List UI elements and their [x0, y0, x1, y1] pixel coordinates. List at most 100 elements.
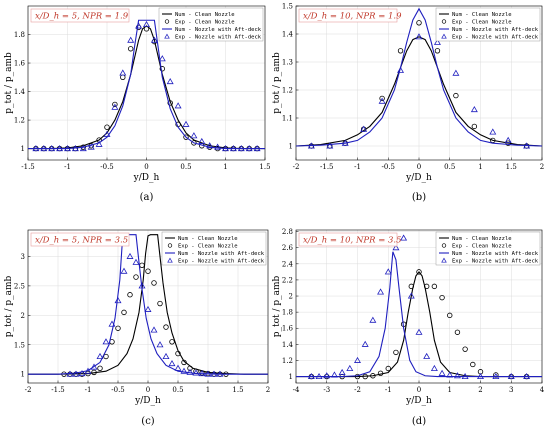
- data-point: [245, 144, 253, 152]
- data-layer: [296, 7, 542, 149]
- annotation-text: x/D_h = 5, NPR = 1.9: [35, 12, 129, 22]
- y-tick-label: 1.2: [14, 117, 25, 125]
- data-point: [423, 283, 430, 290]
- legend-circle-swatch: [164, 19, 170, 24]
- data-point: [461, 372, 469, 380]
- data-point: [416, 20, 422, 26]
- data-point: [72, 370, 80, 377]
- x-axis-label: y/D_h: [405, 396, 432, 406]
- data-point: [181, 359, 187, 366]
- annotation-box: [30, 8, 130, 23]
- legend-entry: Num - Clean Nozzle: [178, 236, 238, 242]
- data-point: [150, 36, 158, 43]
- data-point: [415, 33, 423, 40]
- panel-label: (b): [412, 192, 426, 203]
- data-point: [187, 365, 193, 371]
- y-axis-label: p_tot / p_amb: [272, 275, 282, 337]
- data-point: [104, 124, 110, 130]
- data-point: [145, 268, 151, 274]
- data-point: [162, 352, 170, 360]
- series-2: [61, 262, 229, 377]
- data-point: [166, 77, 174, 85]
- annotation-box: [298, 232, 398, 247]
- y-tick-label: 1.4: [14, 88, 26, 96]
- data-point: [182, 120, 190, 127]
- data-point: [127, 292, 133, 298]
- data-point: [307, 372, 315, 380]
- data-point: [453, 92, 459, 99]
- y-axis-label: p_tot / p_amb: [4, 275, 14, 337]
- data-point: [138, 282, 146, 289]
- data-point: [341, 139, 349, 146]
- data-point: [108, 320, 116, 327]
- data-point: [103, 353, 109, 360]
- x-tick-label: -3: [323, 386, 330, 394]
- data-point: [434, 48, 441, 54]
- y-tick-label: 1.4: [282, 31, 294, 39]
- y-tick-label: 1: [289, 373, 293, 381]
- y-tick-label: 1: [21, 145, 25, 153]
- x-tick-label: -0.5: [382, 163, 396, 171]
- legend-entry: Exp - Clean Nozzle: [452, 244, 512, 250]
- series-4: [66, 252, 224, 377]
- data-point: [150, 326, 158, 333]
- legend-box: [435, 7, 541, 42]
- data-point: [489, 128, 497, 135]
- data-point: [56, 144, 64, 152]
- legend-entry: Num - Nozzle with Aft-deck: [452, 27, 539, 33]
- data-point: [407, 292, 415, 299]
- data-point: [169, 339, 175, 345]
- data-point: [408, 283, 415, 290]
- legend-entry: Num - Clean Nozzle: [452, 12, 512, 18]
- data-point: [346, 364, 354, 372]
- x-tick-label: 3: [509, 386, 513, 394]
- data-point: [370, 373, 376, 379]
- legend-entry: Exp - Nozzle with Aft-deck: [175, 35, 262, 41]
- data-layer: [28, 19, 265, 152]
- series-line: [28, 19, 265, 150]
- data-point: [507, 372, 515, 380]
- data-point: [397, 66, 405, 73]
- y-tick-label: 1.8: [282, 309, 293, 317]
- legend: Num - Clean Nozzle Exp - Clean NozzleNum …: [435, 7, 541, 42]
- legend-box: [435, 231, 541, 266]
- legend-triangle-swatch: [164, 33, 170, 39]
- data-point: [216, 370, 224, 377]
- x-tick-label: -1: [354, 163, 361, 171]
- data-point: [115, 325, 121, 331]
- x-tick-label: 1.5: [232, 386, 243, 394]
- data-point: [237, 144, 245, 152]
- y-tick-label: 1.8: [14, 31, 25, 39]
- x-tick-label: 0.5: [180, 163, 191, 171]
- data-point: [143, 20, 150, 28]
- data-point: [175, 350, 181, 357]
- data-point: [210, 370, 218, 377]
- y-tick-label: 1.2: [282, 357, 293, 365]
- y-axis-label: p_tot / p_amb: [4, 52, 14, 114]
- x-tick-label: -2: [354, 386, 361, 394]
- data-point: [96, 352, 104, 360]
- annotation-box: [298, 8, 398, 23]
- series-1: [296, 270, 542, 378]
- data-point: [97, 365, 103, 371]
- legend-entry: Num - Nozzle with Aft-deck: [452, 251, 539, 257]
- data-point: [446, 371, 454, 378]
- series-line: [296, 7, 542, 147]
- panel-label: (a): [140, 192, 154, 203]
- data-point: [192, 369, 200, 376]
- x-tick-label: 1: [448, 386, 452, 394]
- data-point: [120, 74, 126, 80]
- y-tick-label: 2.2: [282, 276, 293, 284]
- panel-annotation: x/D_h = 10, NPR = 3.5: [298, 232, 402, 247]
- data-point: [361, 340, 369, 347]
- x-tick-label: -1: [385, 386, 392, 394]
- data-point: [168, 359, 176, 367]
- data-point: [453, 372, 461, 379]
- data-point: [174, 364, 182, 371]
- data-point: [103, 130, 111, 137]
- data-point: [416, 269, 422, 275]
- y-tick-label: 2.4: [282, 260, 294, 268]
- data-point: [379, 95, 385, 102]
- legend-entry: Num - Clean Nozzle: [452, 236, 512, 242]
- data-point: [470, 361, 476, 368]
